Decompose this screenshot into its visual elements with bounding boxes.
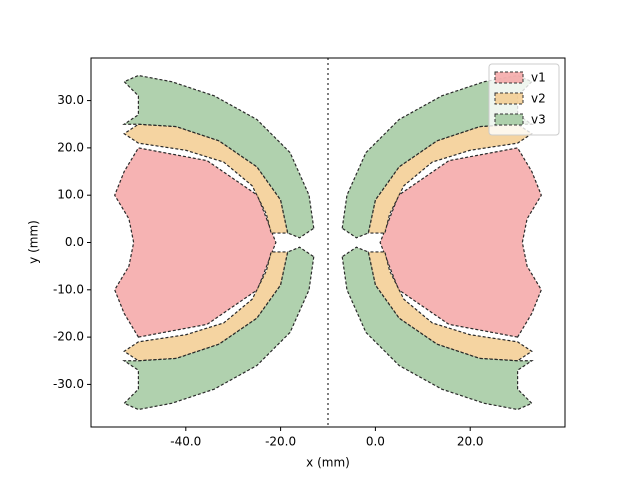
region bbox=[379, 147, 542, 338]
x-tick-label: -20.0 bbox=[265, 435, 296, 449]
region bbox=[122, 246, 315, 411]
x-tick-label: 20.0 bbox=[457, 435, 484, 449]
region bbox=[114, 147, 277, 338]
y-tick-label: -20.0 bbox=[53, 330, 84, 344]
y-tick-label: -10.0 bbox=[53, 282, 84, 296]
legend-swatch bbox=[494, 113, 524, 126]
x-tick-label: -40.0 bbox=[170, 435, 201, 449]
legend-label: v1 bbox=[531, 71, 546, 85]
x-axis-label: x (mm) bbox=[306, 456, 350, 470]
y-tick-label: -30.0 bbox=[53, 377, 84, 391]
y-tick-label: 10.0 bbox=[57, 188, 84, 202]
legend-swatch bbox=[494, 92, 524, 105]
legend-swatch bbox=[494, 71, 524, 84]
region bbox=[341, 246, 534, 411]
y-tick-label: 20.0 bbox=[57, 140, 84, 154]
region bbox=[341, 74, 534, 239]
region bbox=[122, 74, 315, 239]
legend-label: v2 bbox=[531, 92, 546, 106]
legend-label: v3 bbox=[531, 113, 546, 127]
y-axis-label: y (mm) bbox=[27, 220, 41, 264]
y-tick-label: 30.0 bbox=[57, 93, 84, 107]
x-tick-label: 0.0 bbox=[366, 435, 385, 449]
y-tick-label: 0.0 bbox=[65, 235, 84, 249]
